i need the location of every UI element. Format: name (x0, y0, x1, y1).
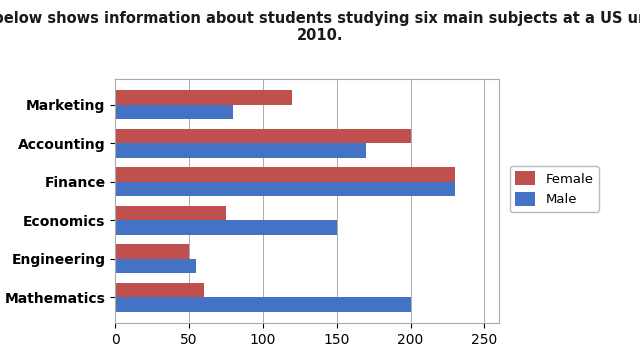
Bar (115, 220, 337, 235)
Bar (115, 297, 411, 312)
Bar (115, 105, 234, 119)
Bar (115, 167, 455, 182)
Text: The chart below shows information about students studying six main subjects at a: The chart below shows information about … (0, 11, 640, 43)
Bar (115, 182, 455, 196)
Bar (115, 129, 411, 143)
Legend: Female, Male: Female, Male (509, 166, 598, 211)
Bar (115, 143, 366, 158)
Bar (115, 244, 189, 259)
Bar (115, 283, 204, 297)
Bar (115, 206, 226, 220)
Bar (115, 90, 292, 105)
Bar (115, 259, 196, 274)
